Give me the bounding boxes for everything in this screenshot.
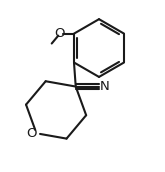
Text: N: N — [100, 80, 110, 93]
Text: O: O — [55, 27, 65, 40]
Text: O: O — [27, 127, 37, 140]
